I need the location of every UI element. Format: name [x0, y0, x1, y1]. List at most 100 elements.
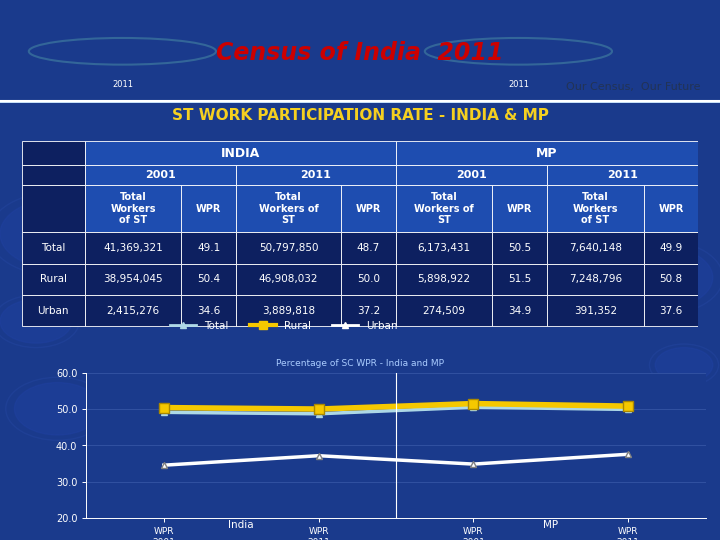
Bar [0, 102, 720, 103]
Text: India: India [228, 520, 254, 530]
Bar [0, 102, 720, 103]
Bar [0, 100, 720, 102]
Bar [0, 100, 720, 102]
Bar [0, 102, 720, 103]
Bar [0, 101, 720, 102]
Bar [0, 100, 720, 102]
Text: 48.7: 48.7 [357, 243, 380, 253]
Text: 2011: 2011 [607, 170, 638, 180]
Text: 38,954,045: 38,954,045 [103, 274, 163, 284]
Bar [0, 102, 720, 103]
Bar [0, 100, 720, 102]
Bar [0, 101, 720, 102]
Bar [0, 102, 720, 103]
Bar [0, 100, 720, 102]
Text: Urban: Urban [37, 306, 69, 315]
Bar [0, 101, 720, 102]
Bar [0, 101, 720, 102]
Bar [0, 101, 720, 102]
Bar [85, 165, 236, 185]
Circle shape [612, 247, 713, 308]
Bar [0, 101, 720, 102]
Text: Census of India  2011: Census of India 2011 [216, 42, 504, 65]
Text: Total
Workers of
ST: Total Workers of ST [258, 192, 318, 225]
Bar [396, 165, 547, 185]
Bar [0, 102, 720, 103]
Text: 2001: 2001 [145, 170, 176, 180]
Bar [341, 185, 396, 232]
Bar [0, 101, 720, 102]
Bar [644, 264, 698, 295]
Text: 5,898,922: 5,898,922 [418, 274, 471, 284]
Bar [0, 102, 720, 103]
Bar [0, 101, 720, 102]
Text: WPR: WPR [658, 204, 684, 214]
Bar [181, 185, 236, 232]
Circle shape [14, 382, 101, 435]
Bar [22, 165, 85, 185]
Bar [341, 264, 396, 295]
Bar [0, 102, 720, 103]
Bar [0, 100, 720, 102]
Bar [0, 101, 720, 102]
Text: Total
Workers of
ST: Total Workers of ST [414, 192, 474, 225]
Text: Percentage of SC WPR - India and MP: Percentage of SC WPR - India and MP [276, 359, 444, 368]
Bar [0, 100, 720, 102]
Bar [547, 165, 698, 185]
Text: 34.6: 34.6 [197, 306, 220, 315]
Bar [85, 264, 181, 295]
Bar [0, 100, 720, 102]
Circle shape [36, 39, 209, 64]
Text: Total
Workers
of ST: Total Workers of ST [572, 192, 618, 225]
Bar [0, 101, 720, 102]
Bar [547, 185, 644, 232]
Bar [236, 264, 341, 295]
Bar [236, 185, 341, 232]
Bar [0, 101, 720, 102]
Bar [547, 232, 644, 264]
Bar [0, 101, 720, 102]
Bar [0, 101, 720, 102]
Bar [0, 100, 720, 102]
Bar [644, 185, 698, 232]
Bar [0, 100, 720, 102]
Text: MP: MP [536, 146, 558, 160]
Bar [0, 101, 720, 102]
Bar [0, 100, 720, 102]
Text: 50,797,850: 50,797,850 [258, 243, 318, 253]
Bar [0, 101, 720, 102]
Bar [181, 295, 236, 326]
Bar [0, 102, 720, 103]
Bar [644, 232, 698, 264]
Text: 6,173,431: 6,173,431 [418, 243, 471, 253]
Bar [0, 101, 720, 102]
Bar [85, 295, 181, 326]
Text: 50.0: 50.0 [357, 274, 380, 284]
Text: 391,352: 391,352 [574, 306, 617, 315]
Text: 34.9: 34.9 [508, 306, 531, 315]
Bar [0, 101, 720, 102]
Text: Our Census,  Our Future: Our Census, Our Future [567, 82, 701, 92]
Bar [236, 165, 396, 185]
Bar [0, 101, 720, 102]
Bar [0, 101, 720, 102]
Bar [85, 185, 181, 232]
Bar [0, 102, 720, 103]
Bar [0, 102, 720, 103]
Bar [0, 102, 720, 103]
Bar [492, 295, 547, 326]
Bar [0, 101, 720, 102]
Bar [0, 101, 720, 102]
Bar [0, 101, 720, 102]
Text: 7,248,796: 7,248,796 [569, 274, 622, 284]
Text: 3,889,818: 3,889,818 [262, 306, 315, 315]
Bar [0, 101, 720, 102]
Bar [396, 264, 492, 295]
Text: 2011: 2011 [300, 170, 331, 180]
Text: 2001: 2001 [456, 170, 487, 180]
Bar [22, 295, 85, 326]
Bar [396, 140, 698, 165]
Bar [0, 102, 720, 103]
Bar [0, 102, 720, 103]
Bar [0, 102, 720, 103]
